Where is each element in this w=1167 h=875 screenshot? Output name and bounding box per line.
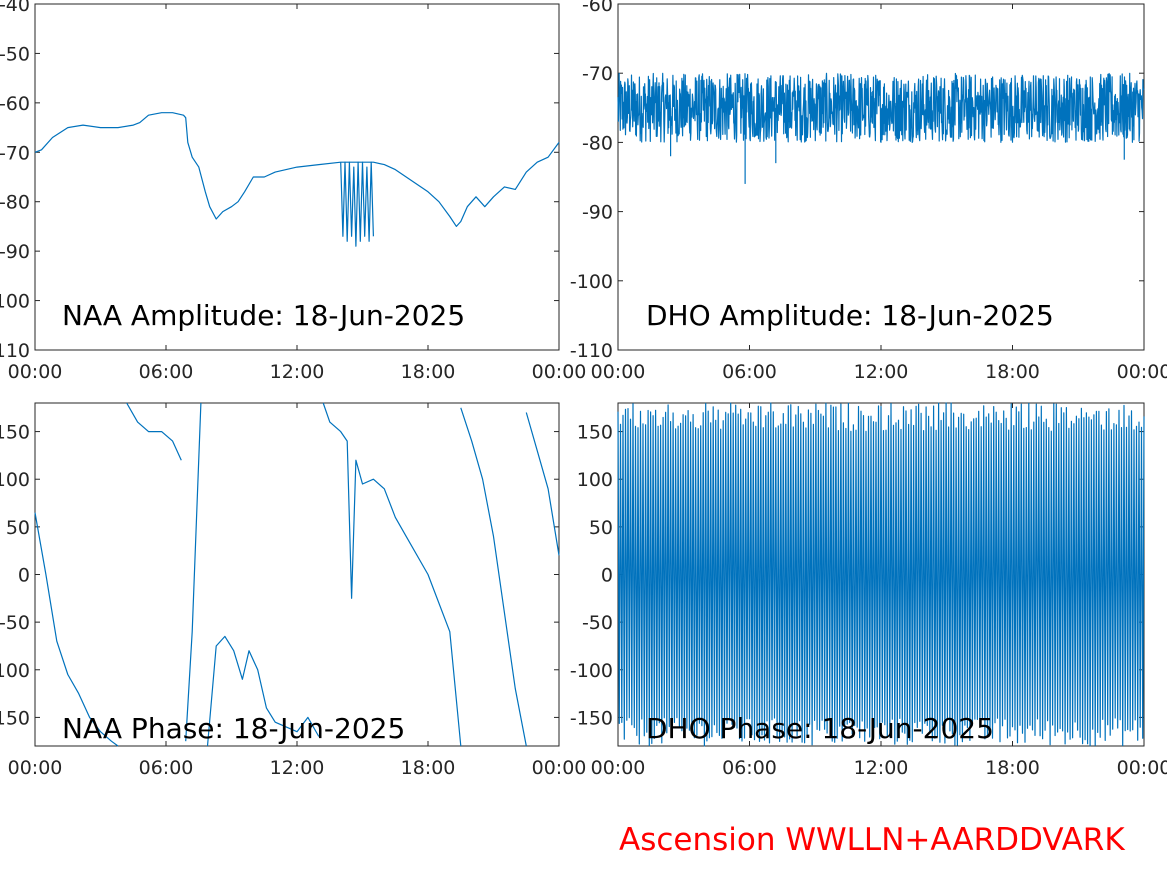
dho-phase-series-wrap [617,402,1145,747]
naa-amplitude-x-ticks: 00:00 06:00 12:00 18:00 00:00 [8,4,587,383]
naa-phase-x-ticks: 00:00 06:00 12:00 18:00 00:00 [8,403,587,779]
naa-amplitude-ytick-label: -110 [0,340,30,362]
naa-amplitude-xtick-label: 18:00 [401,361,456,383]
dho-phase-xtick-label: 12:00 [854,757,909,779]
naa-phase-series-6 [525,412,560,556]
dho-amplitude-xtick-label: 06:00 [722,361,777,383]
station-label: Ascension WWLLN+AARDDVARK [619,822,1125,858]
naa-phase-axes-frame [34,402,560,747]
naa-phase-series-2 [185,402,202,742]
naa-amplitude-xtick-label: 06:00 [139,361,194,383]
dho-amplitude-series-band [617,72,1145,143]
naa-phase-xtick-label: 12:00 [270,757,325,779]
naa-amplitude-y-ticks: -40 -50 -60 -70 -80 -90 -100 -110 [0,0,559,362]
dho-amplitude-y-ticks: -60 -70 -80 -90 -100 -110 [570,0,1144,362]
dho-phase-xtick-label: 00:00 [591,757,646,779]
dho-phase-ytick-label: 100 [577,469,613,491]
naa-phase-xtick-label: 06:00 [139,757,194,779]
naa-amplitude-xtick-label: 12:00 [270,361,325,383]
dho-amplitude-ytick-label: -80 [582,132,613,154]
naa-amplitude-ytick-label: -100 [0,291,30,313]
dho-phase-xtick-label: 18:00 [985,757,1040,779]
dho-phase-ytick-label: 150 [577,422,613,444]
naa-phase-panel: 150 100 50 0 -50 -100 -150 00:00 06:00 12:00 18:0… [0,402,587,779]
dho-phase-xtick-label: 00:00 [1117,757,1167,779]
naa-amplitude-xtick-label: 00:00 [8,361,63,383]
dho-phase-xtick-label: 06:00 [722,757,777,779]
dho-amplitude-xtick-label: 00:00 [1117,361,1167,383]
naa-phase-y-ticks: 150 100 50 0 -50 -100 -150 [0,422,559,729]
dho-amplitude-ytick-label: -100 [570,271,613,293]
dho-phase-x-ticks: 00:00 06:00 12:00 18:00 00:00 [591,403,1167,779]
naa-amplitude-title: NAA Amplitude: 18-Jun-2025 [62,299,465,332]
naa-amplitude-traces [34,112,560,247]
dho-amplitude-x-ticks: 00:00 06:00 12:00 18:00 00:00 [591,4,1167,383]
naa-phase-ytick-label: -150 [0,707,30,729]
dho-amplitude-ytick-label: -60 [582,0,613,16]
naa-phase-series-4 [322,402,462,747]
naa-amplitude-ytick-label: -70 [0,142,30,164]
naa-phase-ytick-label: -50 [0,612,30,634]
naa-amplitude-ytick-label: -90 [0,241,30,263]
dho-amplitude-ytick-label: -90 [582,202,613,224]
naa-phase-ytick-label: 0 [18,565,30,587]
dho-phase-ytick-label: 0 [601,565,613,587]
dho-amplitude-xtick-label: 18:00 [985,361,1040,383]
dho-amplitude-traces [617,72,1145,184]
naa-phase-ytick-label: 100 [0,469,30,491]
dho-phase-ytick-label: 50 [589,517,613,539]
dho-amplitude-panel: -60 -70 -80 -90 -100 -110 00:00 06:00 12:00 18:0… [570,0,1167,383]
naa-phase-ytick-label: 150 [0,422,30,444]
naa-amplitude-ytick-label: -80 [0,192,30,214]
dho-amplitude-ytick-label: -70 [582,63,613,85]
naa-phase-ytick-label: 50 [6,517,30,539]
dho-amplitude-title: DHO Amplitude: 18-Jun-2025 [646,299,1054,332]
naa-phase-ytick-label: -100 [0,660,30,682]
naa-phase-series-1 [126,402,182,461]
dho-amplitude-xtick-label: 12:00 [854,361,909,383]
naa-phase-xtick-label: 18:00 [401,757,456,779]
naa-phase-series-0 [34,512,119,747]
naa-phase-xtick-label: 00:00 [8,757,63,779]
naa-phase-series-5 [460,407,527,747]
naa-amplitude-ytick-label: -40 [0,0,30,16]
naa-amplitude-panel: -40 -50 -60 -70 -80 -90 -100 -110 00:00 06:00 12:… [0,0,586,383]
naa-amplitude-series-1 [340,161,374,247]
naa-amplitude-xtick-label: 00:00 [532,361,587,383]
dho-phase-ytick-label: -150 [570,707,613,729]
naa-phase-xtick-label: 00:00 [532,757,587,779]
dho-phase-panel: 150 100 50 0 -50 -100 -150 00:00 06:00 12:00 18:0… [570,402,1167,779]
dho-phase-traces [617,402,1145,747]
naa-amplitude-ytick-label: -50 [0,43,30,65]
dho-amplitude-ytick-label: -110 [570,340,613,362]
dho-phase-title: DHO Phase: 18-Jun-2025 [646,712,994,745]
naa-amplitude-ytick-label: -60 [0,93,30,115]
dho-phase-ytick-label: -50 [582,612,613,634]
naa-phase-traces [34,402,560,747]
naa-phase-series-3 [206,635,320,747]
dho-phase-ytick-label: -100 [570,660,613,682]
dho-amplitude-xtick-label: 00:00 [591,361,646,383]
naa-phase-title: NAA Phase: 18-Jun-2025 [62,712,405,745]
naa-amplitude-series-0 [34,112,560,227]
